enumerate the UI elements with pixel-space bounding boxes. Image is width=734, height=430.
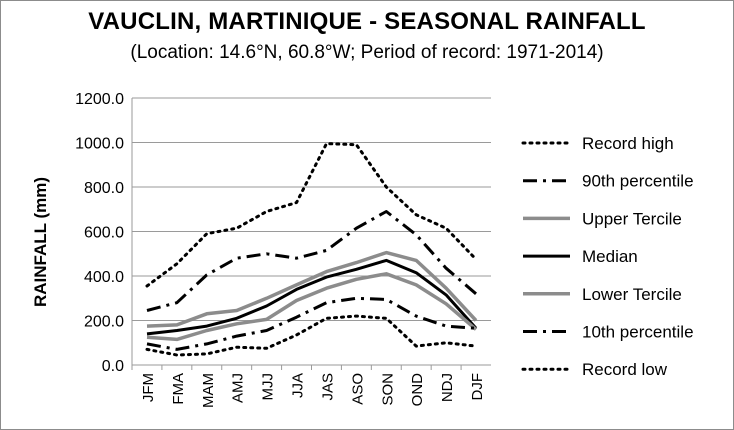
x-tick-label: NDJ xyxy=(439,373,456,402)
y-axis-tick-labels: 0.0 200.0 400.0 600.0 800.0 1000.0 1200.0 xyxy=(75,91,124,375)
y-axis-label: RAINFALL (mm) xyxy=(31,177,50,307)
x-tick-label: AMJ xyxy=(230,373,247,403)
series-line-90th-percentile xyxy=(146,210,477,312)
x-tick-label: FMA xyxy=(170,373,187,405)
x-tick-label: DJF xyxy=(469,373,486,401)
y-tick-label: 800.0 xyxy=(84,180,124,197)
x-tick-label: JFM xyxy=(140,373,157,402)
legend-label: Upper Tercile xyxy=(582,209,682,228)
y-tick-label: 200.0 xyxy=(84,314,124,331)
series-line-10th-percentile xyxy=(146,296,477,351)
x-tick-label: MAM xyxy=(200,373,217,408)
x-tick-label: JAS xyxy=(319,373,336,401)
x-tick-label: OND xyxy=(409,373,426,407)
series-line-record-high xyxy=(145,142,478,288)
y-tick-label: 400.0 xyxy=(84,269,124,286)
y-tick-label: 0.0 xyxy=(102,358,124,375)
series-line-record-low xyxy=(145,314,478,357)
x-axis-tick-labels: JFM FMA MAM AMJ MJJ JJA JAS ASO SON OND NDJ DJF xyxy=(131,365,486,408)
x-tick-label: SON xyxy=(379,373,396,406)
legend-label: 10th percentile xyxy=(582,323,694,342)
y-tick-label: 600.0 xyxy=(84,225,124,242)
legend-label: 90th percentile xyxy=(582,172,694,191)
chart-title: VAUCLIN, MARTINIQUE - SEASONAL RAINFALL xyxy=(88,8,646,35)
y-tick-label: 1200.0 xyxy=(75,91,124,108)
legend-label: Record high xyxy=(582,134,674,153)
x-tick-label: ASO xyxy=(349,373,366,405)
x-tick-label: MJJ xyxy=(260,373,277,401)
series-line-lower-tercile xyxy=(146,272,478,342)
legend-label: Median xyxy=(582,247,638,266)
chart-subtitle: (Location: 14.6°N, 60.8°W; Period of rec… xyxy=(130,42,604,63)
legend-label: Record low xyxy=(582,360,668,379)
legend: Record high 90th percentile Upper Tercile M… xyxy=(521,134,694,379)
y-tick-label: 1000.0 xyxy=(75,136,124,153)
gridlines xyxy=(131,97,491,366)
series-lines xyxy=(145,142,478,357)
series-line-upper-tercile xyxy=(146,250,478,328)
series-line-median xyxy=(146,258,478,336)
x-tick-label: JJA xyxy=(290,373,307,398)
legend-label: Lower Tercile xyxy=(582,285,682,304)
